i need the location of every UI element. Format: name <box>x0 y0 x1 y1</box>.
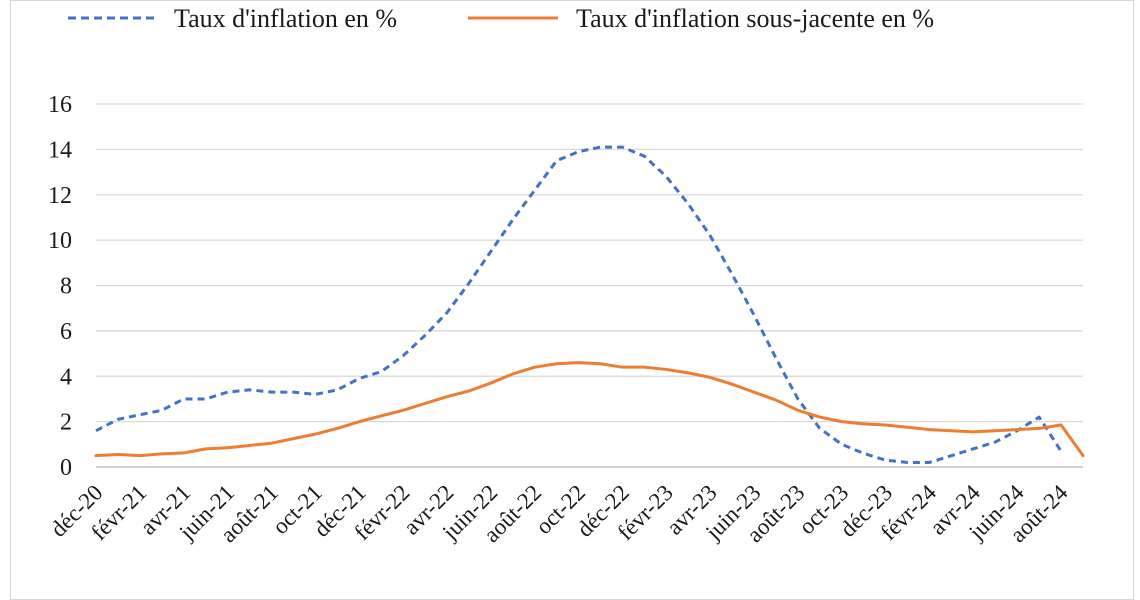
chart-container: Taux d'inflation en % Taux d'inflation s… <box>10 0 1134 600</box>
legend-label-inflation: Taux d'inflation en % <box>174 4 397 33</box>
line-chart: Taux d'inflation en % Taux d'inflation s… <box>46 4 1085 547</box>
legend: Taux d'inflation en % Taux d'inflation s… <box>68 4 934 33</box>
legend-label-core-inflation: Taux d'inflation sous-jacente en % <box>576 4 934 33</box>
y-axis-ticks: 0 2 4 6 8 10 12 14 16 <box>48 92 72 481</box>
y-tick-label: 12 <box>48 183 72 209</box>
y-tick-label: 2 <box>60 410 72 436</box>
y-tick-label: 10 <box>48 228 72 254</box>
y-tick-label: 4 <box>60 364 72 390</box>
y-tick-label: 16 <box>48 92 72 118</box>
gridlines <box>96 103 1083 468</box>
y-tick-label: 14 <box>48 137 72 163</box>
series-layer <box>94 145 1085 464</box>
series-line-core-inflation <box>94 361 1085 458</box>
y-tick-label: 0 <box>60 455 72 481</box>
series-line-inflation <box>95 145 1063 464</box>
chart-border <box>10 0 1134 600</box>
y-tick-label: 6 <box>60 319 72 345</box>
y-tick-label: 8 <box>60 274 72 300</box>
